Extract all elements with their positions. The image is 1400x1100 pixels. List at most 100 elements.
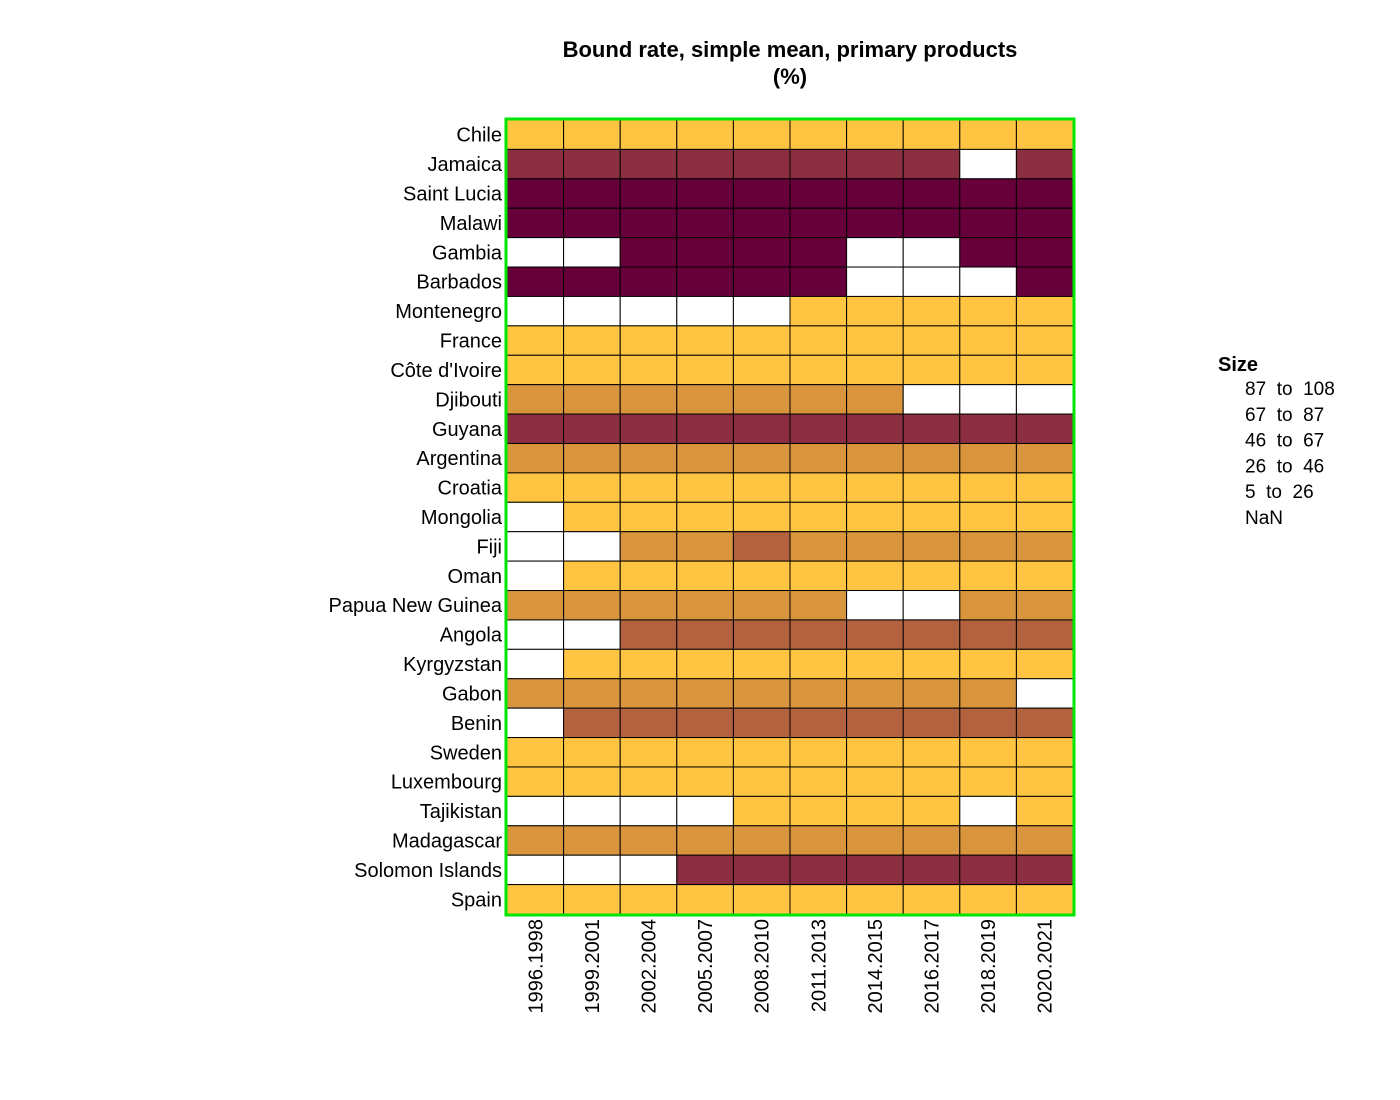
row-label: Gabon [442, 683, 502, 705]
legend-title: Size [1218, 354, 1258, 376]
heatmap-cell [619, 501, 678, 533]
heatmap-cell [732, 884, 791, 915]
heatmap-cell [563, 560, 621, 592]
row-label: Angola [440, 625, 503, 647]
heatmap-cell [676, 590, 734, 621]
heatmap-cell [789, 737, 848, 768]
heatmap-cell [902, 237, 961, 268]
heatmap-cell [506, 442, 565, 474]
heatmap-cell [1015, 531, 1074, 562]
heatmap-cell [959, 501, 1017, 533]
heatmap-cell [676, 325, 734, 356]
heatmap-cell [676, 707, 734, 739]
heatmap-cell [676, 266, 734, 297]
heatmap-cell [506, 737, 565, 768]
row-label: Luxembourg [391, 772, 502, 794]
heatmap-cell [676, 854, 734, 886]
heatmap-cell [846, 795, 904, 827]
heatmap-cell [563, 619, 621, 650]
heatmap-cell [789, 148, 848, 180]
heatmap-cell [959, 560, 1017, 592]
heatmap-cell [902, 531, 961, 562]
heatmap-cell [506, 354, 565, 386]
heatmap-cell [506, 707, 565, 739]
column-label: 2018.2019 [978, 919, 1000, 1014]
heatmap-cell [902, 854, 961, 886]
heatmap-cell [563, 737, 621, 768]
heatmap-cell [846, 325, 904, 356]
column-label: 2014.2015 [865, 919, 887, 1014]
row-label: Spain [451, 889, 502, 911]
heatmap-cell [619, 678, 678, 709]
heatmap-cell [902, 178, 961, 209]
heatmap-cell [959, 384, 1017, 415]
row-label: Djibouti [435, 389, 502, 411]
heatmap-cell [563, 795, 621, 827]
heatmap-cell [619, 295, 678, 327]
heatmap-cell [1015, 472, 1074, 503]
heatmap-cell [959, 766, 1017, 797]
chart-subtitle: (%) [773, 64, 807, 89]
heatmap-cell [959, 707, 1017, 739]
heatmap-cell [732, 237, 791, 268]
heatmap-cell [563, 766, 621, 797]
heatmap-cell [676, 442, 734, 474]
heatmap-cell [902, 590, 961, 621]
heatmap-cell [619, 707, 678, 739]
heatmap-cell [902, 795, 961, 827]
heatmap-cell [506, 648, 565, 680]
heatmap-cell [732, 178, 791, 209]
heatmap-cell [789, 884, 848, 915]
heatmap-cell [1015, 207, 1074, 239]
heatmap-cell [619, 825, 678, 856]
heatmap-cell [732, 619, 791, 650]
heatmap-cell [732, 648, 791, 680]
heatmap-cell [563, 472, 621, 503]
heatmap-cell [1015, 766, 1074, 797]
heatmap-cell [676, 648, 734, 680]
heatmap-cell [563, 354, 621, 386]
heatmap-cell [846, 472, 904, 503]
heatmap-cell [732, 266, 791, 297]
heatmap-cell [959, 148, 1017, 180]
heatmap-cell [902, 884, 961, 915]
heatmap-cell [619, 413, 678, 444]
heatmap-cell [902, 384, 961, 415]
heatmap-cell [619, 884, 678, 915]
heatmap-cell [902, 295, 961, 327]
heatmap-cell [1015, 619, 1074, 650]
heatmap-cell [789, 295, 848, 327]
heatmap-cell [563, 119, 621, 150]
heatmap-cell [506, 884, 565, 915]
heatmap-cell [732, 119, 791, 150]
heatmap-cell [846, 384, 904, 415]
heatmap-cell [506, 854, 565, 886]
heatmap-cell [563, 501, 621, 533]
legend-entry: 67 to 87 [1245, 405, 1324, 426]
legend: Size 87 to 108 67 to 87 46 to 67 26 to 46 5 … [1218, 354, 1335, 529]
heatmap-cell [789, 207, 848, 239]
column-label: 2011.2013 [808, 919, 830, 1012]
heatmap-cell [732, 472, 791, 503]
heatmap-cell [732, 384, 791, 415]
heatmap-cell [619, 148, 678, 180]
heatmap-cell [789, 590, 848, 621]
heatmap-cell [619, 325, 678, 356]
heatmap-cell [902, 766, 961, 797]
heatmap-cell [619, 384, 678, 415]
heatmap-cell [789, 237, 848, 268]
heatmap-cell [1015, 501, 1074, 533]
legend-entry: 26 to 46 [1245, 456, 1324, 477]
heatmap-cell [959, 354, 1017, 386]
heatmap-cell [506, 384, 565, 415]
row-label: Barbados [416, 272, 502, 294]
heatmap-cell [1015, 590, 1074, 621]
heatmap-cell [789, 648, 848, 680]
row-label: Saint Lucia [403, 184, 503, 206]
heatmap-cell [676, 119, 734, 150]
heatmap-cell [676, 413, 734, 444]
heatmap-cell [732, 531, 791, 562]
heatmap-cell [1015, 148, 1074, 180]
heatmap-cell [676, 237, 734, 268]
row-label: Benin [451, 713, 502, 735]
